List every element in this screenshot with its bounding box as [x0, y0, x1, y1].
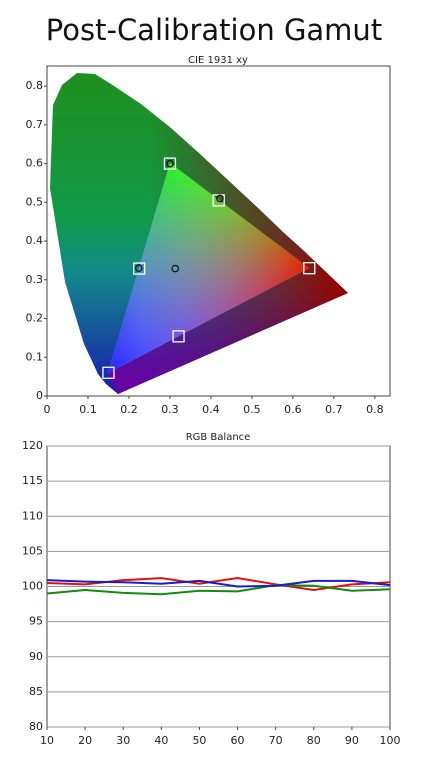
target-marker [172, 330, 185, 343]
x-tick-label: 70 [269, 734, 283, 747]
x-tick-label: 0.7 [325, 403, 343, 416]
y-tick-label: 105 [22, 544, 43, 557]
x-tick-label: 0.5 [243, 403, 261, 416]
page-title: Post-Calibration Gamut [46, 13, 382, 47]
x-tick-label: 10 [40, 734, 54, 747]
y-tick-label: 100 [22, 580, 43, 593]
x-tick-label: 0 [44, 403, 51, 416]
y-tick-label: 0.2 [26, 312, 44, 325]
y-tick-label: 0 [36, 389, 43, 402]
x-tick-label: 90 [345, 734, 359, 747]
purple-line-shade [108, 268, 348, 394]
chart-title: RGB Balance [186, 432, 251, 443]
y-tick-label: 0.7 [26, 118, 44, 131]
y-tick-label: 0.1 [26, 350, 44, 363]
y-tick-label: 0.8 [26, 79, 44, 92]
target-marker [102, 366, 115, 379]
series-line [46, 584, 391, 596]
y-tick-label: 0.4 [26, 234, 44, 247]
y-tick-label: 0.3 [26, 273, 44, 286]
y-tick-label: 80 [29, 720, 43, 733]
measured-marker [216, 194, 224, 203]
x-tick-label: 60 [231, 734, 245, 747]
x-tick-label: 80 [307, 734, 321, 747]
gamut-triangle-blue [108, 163, 309, 373]
target-marker [163, 157, 177, 170]
target-marker [133, 262, 146, 275]
y-tick-label: 110 [22, 509, 43, 522]
x-tick-label: 30 [116, 734, 130, 747]
y-tick-label: 85 [29, 685, 43, 698]
x-tick-label: 0.2 [120, 403, 138, 416]
x-tick-label: 50 [192, 734, 206, 747]
y-tick-label: 0.6 [26, 157, 44, 170]
y-tick-label: 0.5 [26, 195, 44, 208]
y-tick-label: 95 [29, 615, 43, 628]
measured-marker [134, 264, 143, 272]
x-tick-label: 40 [154, 734, 168, 747]
y-tick-label: 115 [22, 474, 43, 487]
x-tick-label: 20 [78, 734, 92, 747]
target-marker [303, 262, 316, 275]
chart-title: CIE 1931 xy [188, 55, 248, 66]
measured-marker [166, 159, 174, 168]
x-tick-label: 100 [380, 734, 401, 747]
measured-marker [171, 264, 180, 273]
x-tick-label: 0.6 [284, 403, 302, 416]
series-line [46, 579, 391, 588]
x-tick-label: 0.3 [161, 403, 179, 416]
gamut-diagram [50, 73, 348, 394]
x-tick-label: 0.1 [79, 403, 97, 416]
y-tick-label: 120 [22, 439, 43, 452]
x-tick-label: 0.4 [202, 403, 220, 416]
y-tick-label: 90 [29, 650, 43, 663]
x-tick-label: 0.8 [366, 403, 384, 416]
